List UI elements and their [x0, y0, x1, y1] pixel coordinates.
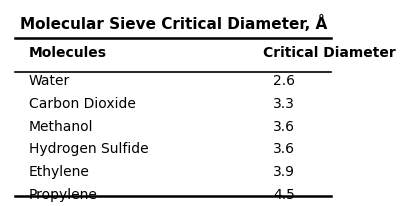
Text: Critical Diameter: Critical Diameter	[263, 46, 395, 60]
Text: 3.6: 3.6	[273, 143, 295, 157]
Text: Hydrogen Sulfide: Hydrogen Sulfide	[29, 143, 149, 157]
Text: Carbon Dioxide: Carbon Dioxide	[29, 97, 136, 111]
Text: 3.3: 3.3	[273, 97, 295, 111]
Text: 3.9: 3.9	[273, 165, 295, 179]
Text: Propylene: Propylene	[29, 188, 98, 202]
Text: Molecular Sieve Critical Diameter, Å: Molecular Sieve Critical Diameter, Å	[19, 15, 327, 32]
Text: 4.5: 4.5	[273, 188, 295, 202]
Text: Water: Water	[29, 74, 70, 88]
Text: 3.6: 3.6	[273, 120, 295, 134]
Text: Molecules: Molecules	[29, 46, 107, 60]
Text: Methanol: Methanol	[29, 120, 93, 134]
Text: 2.6: 2.6	[273, 74, 295, 88]
Text: Ethylene: Ethylene	[29, 165, 90, 179]
